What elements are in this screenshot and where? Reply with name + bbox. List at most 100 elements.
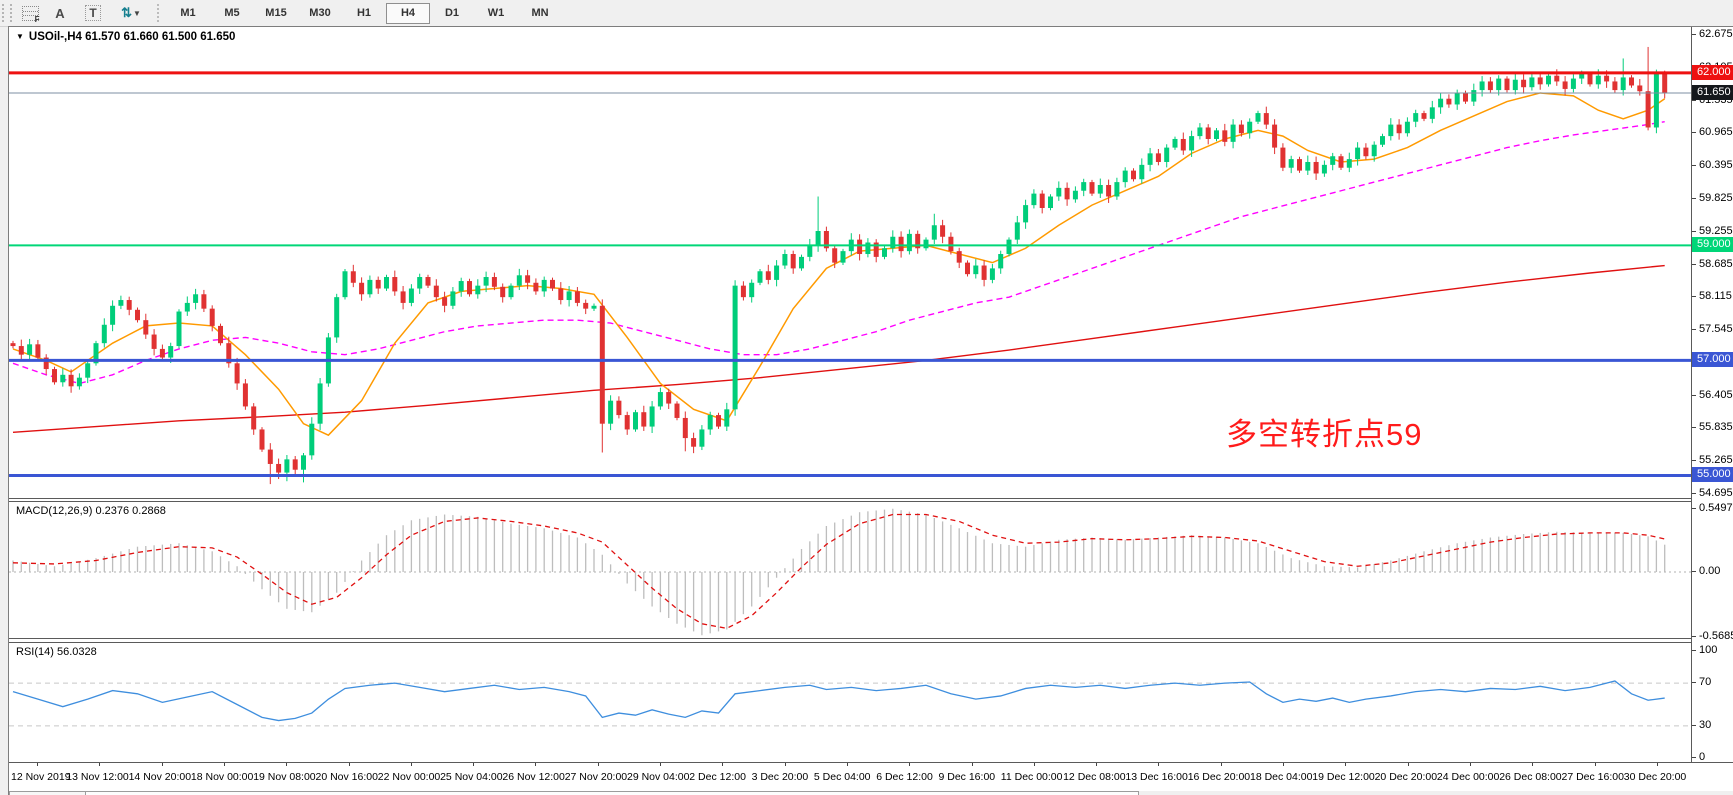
- price-tick-label: 58.115: [1699, 290, 1732, 303]
- date-tick-label: 30 Dec 20:00: [1623, 771, 1687, 783]
- axis-tick: [1692, 394, 1696, 396]
- rsi-tick-label: 100: [1699, 644, 1718, 656]
- date-tick-label: 5 Dec 04:00: [813, 771, 871, 783]
- axis-tick: [1692, 132, 1696, 134]
- grid-f-icon: F: [21, 5, 40, 24]
- date-tick: [223, 763, 225, 766]
- date-tick: [1656, 763, 1658, 766]
- axis-tick: [1692, 99, 1696, 101]
- macd-panel[interactable]: MACD(12,26,9) 0.2376 0.2868: [9, 501, 1691, 639]
- axis-tick: [1692, 296, 1696, 298]
- ma-slow-line: [12, 264, 1665, 434]
- date-tick-label: 27 Nov 20:00: [564, 771, 628, 783]
- date-tick: [348, 763, 350, 766]
- date-tick: [99, 763, 101, 766]
- price-axis[interactable]: 62.67562.10561.53560.96560.39559.82559.2…: [1691, 27, 1733, 763]
- date-tick: [971, 763, 973, 766]
- main-chart-panel[interactable]: ▼ USOil-,H4 61.570 61.660 61.500 61.650 多…: [9, 27, 1691, 499]
- axis-tick: [1692, 329, 1696, 331]
- date-tick-label: 25 Nov 04:00: [440, 771, 503, 783]
- date-tick: [1220, 763, 1222, 766]
- axis-tick: [1692, 757, 1696, 758]
- date-tick-label: 20 Nov 16:00: [315, 771, 378, 783]
- date-tick-label: 18 Nov 00:00: [190, 771, 254, 783]
- axis-tick: [1692, 263, 1696, 265]
- chart-tab[interactable]: [9, 791, 87, 795]
- grid-f-tool-button[interactable]: F: [15, 3, 45, 24]
- date-tick-label: 2 Dec 12:00: [689, 771, 746, 783]
- timeframe-button-m15[interactable]: M15: [265, 6, 287, 19]
- candles-layer: [10, 46, 1668, 485]
- rsi-panel[interactable]: RSI(14) 56.0328: [9, 642, 1691, 762]
- rsi-chart-canvas[interactable]: [9, 643, 1691, 762]
- text-tool-button[interactable]: T: [75, 3, 111, 23]
- date-tick-label: 27 Dec 16:00: [1561, 771, 1624, 783]
- date-tick: [909, 763, 911, 766]
- date-tick: [473, 763, 475, 766]
- axis-tick: [1692, 460, 1696, 462]
- date-tick-label: 13 Nov 12:00: [66, 771, 129, 783]
- macd-chart-canvas[interactable]: [9, 502, 1691, 638]
- arrows-icon: ⇅: [121, 5, 132, 20]
- date-tick: [1033, 763, 1035, 766]
- hline-price-tag: 57.000: [1692, 352, 1733, 368]
- timeframe-button-mn[interactable]: MN: [531, 6, 549, 19]
- chart-tab[interactable]: [85, 791, 1139, 795]
- axis-tick: [1692, 493, 1696, 494]
- price-tick-label: 54.695: [1699, 487, 1733, 499]
- chart-title: ▼ USOil-,H4 61.570 61.660 61.500 61.650: [16, 31, 236, 43]
- date-tick-label: 13 Dec 16:00: [1125, 771, 1188, 783]
- date-tick: [37, 763, 38, 766]
- price-tick-label: 56.405: [1699, 388, 1733, 401]
- arrows-tool-button[interactable]: ⇅ ▼: [111, 3, 151, 23]
- macd-histogram: [12, 508, 1666, 636]
- date-tick-label: 20 Dec 20:00: [1374, 771, 1438, 783]
- date-tick-label: 16 Dec 20:00: [1187, 771, 1251, 783]
- price-tick-label: 57.545: [1699, 323, 1733, 336]
- date-tick-label: 18 Dec 04:00: [1250, 771, 1313, 783]
- date-tick: [161, 763, 163, 766]
- timeframe-button-m1[interactable]: M1: [180, 6, 196, 19]
- price-tick-label: 55.265: [1699, 454, 1733, 467]
- price-tick-label: 58.685: [1699, 257, 1733, 270]
- axis-tick: [1692, 636, 1696, 638]
- date-tick: [1096, 763, 1098, 766]
- rsi-tick-label: 70: [1699, 676, 1712, 689]
- date-tick: [597, 763, 599, 766]
- text-label-tool-button[interactable]: A: [45, 3, 75, 23]
- date-tick: [1407, 763, 1409, 766]
- timeframe-button-d1[interactable]: D1: [444, 6, 460, 19]
- candlestick-chart-canvas[interactable]: [9, 27, 1691, 498]
- hline-price-tag: 59.000: [1692, 237, 1733, 253]
- axis-tick: [1692, 571, 1696, 572]
- toolbar-grip[interactable]: [2, 4, 12, 22]
- timeframe-button-w1[interactable]: W1: [487, 6, 505, 19]
- chart-text-annotation: 多空转折点59: [1226, 417, 1423, 452]
- macd-label: MACD(12,26,9) 0.2376 0.2868: [16, 505, 166, 517]
- axis-tick: [1692, 197, 1696, 199]
- axis-tick: [1692, 650, 1696, 651]
- toolbar-separator: [157, 4, 160, 22]
- timeframe-button-m5[interactable]: M5: [224, 6, 240, 19]
- date-tick: [1532, 763, 1534, 766]
- price-tick-label: 55.835: [1699, 421, 1733, 434]
- timeframe-button-m30[interactable]: M30: [309, 6, 331, 19]
- timeframe-button-h4[interactable]: H4: [386, 2, 430, 24]
- date-tick-label: 19 Dec 12:00: [1312, 771, 1375, 783]
- date-tick: [410, 763, 412, 766]
- chevron-down-icon: ▼: [132, 8, 141, 18]
- hlines-layer: [9, 71, 1691, 477]
- axis-tick: [1692, 34, 1696, 35]
- date-tick: [784, 763, 786, 766]
- macd-tick-label: 0.5497: [1699, 501, 1733, 514]
- date-tick-label: 14 Nov 20:00: [128, 771, 192, 783]
- date-tick: [660, 763, 661, 766]
- timeframe-button-h1[interactable]: H1: [356, 6, 372, 19]
- price-tick-label: 62.675: [1699, 28, 1733, 40]
- date-axis[interactable]: 12 Nov 2019 13 Nov 12:00 14 Nov 20:00 18 No…: [9, 762, 1733, 792]
- chevron-down-icon: ▼: [16, 32, 24, 41]
- text-label-icon: A: [55, 5, 65, 21]
- date-tick-label: 22 Nov 00:00: [377, 771, 441, 783]
- price-tick-label: 60.395: [1699, 159, 1733, 172]
- macd-tick-label: 0.00: [1699, 565, 1721, 577]
